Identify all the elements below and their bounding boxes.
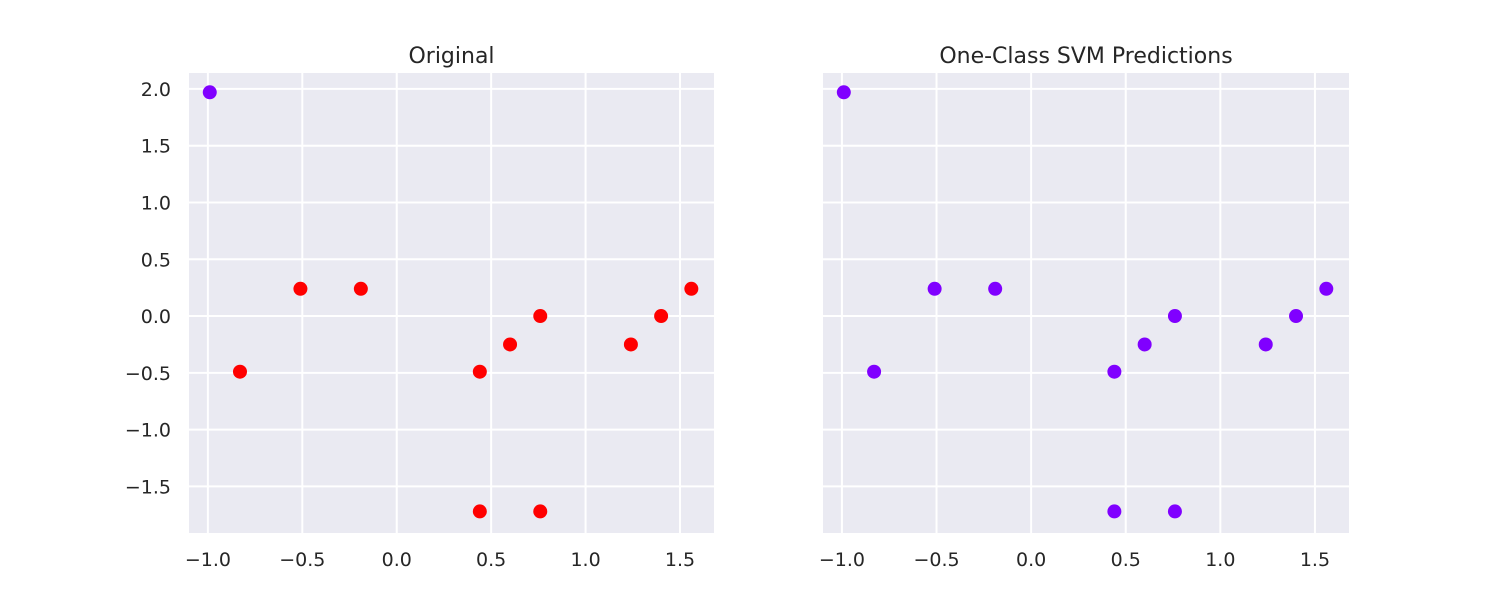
svm-point-6 [1137,337,1152,352]
original-y-tick-label: −0.5 [125,363,171,385]
original-y-tick-label: 2.0 [141,79,171,101]
original-x-tick-label: 0.0 [382,549,412,571]
svm-point-11 [1319,281,1334,296]
original-chart-title: Original [408,44,494,69]
original-y-tick-label: 1.5 [141,136,171,158]
original-grid [189,73,714,533]
svm-x-tick-label: −1.0 [819,549,865,571]
svm-predictions-scatter-panel: −1.0 −0.5 0.0 0.5 1.0 1.5 One-Class SVM Predi… [819,44,1349,571]
original-points [202,85,699,519]
svm-point-4 [1107,364,1122,379]
original-x-tick-label: −1.0 [185,549,231,571]
original-point-10 [654,309,669,324]
svm-point-10 [1289,309,1304,324]
svm-plot-area [823,73,1349,533]
original-point-4 [472,364,487,379]
svm-point-8 [1167,504,1182,519]
svm-point-0 [836,85,851,100]
original-y-tick-label: 1.0 [141,192,171,214]
original-point-0 [202,85,217,100]
svm-x-tick-label: 0.0 [1016,549,1046,571]
svm-point-3 [988,281,1003,296]
original-point-5 [472,504,487,519]
original-x-axis: −1.0 −0.5 0.0 0.5 1.0 1.5 [185,549,695,571]
original-x-tick-label: −0.5 [279,549,325,571]
svm-grid [823,73,1349,533]
original-point-9 [623,337,638,352]
original-y-tick-label: −1.0 [125,420,171,442]
svm-point-2 [927,281,942,296]
svm-point-1 [867,364,882,379]
svm-point-9 [1258,337,1273,352]
svm-x-tick-label: 1.5 [1300,549,1330,571]
svm-x-tick-label: 0.5 [1111,549,1141,571]
original-y-tick-label: −1.5 [125,476,171,498]
svm-points [836,85,1334,519]
original-plot-area [189,73,714,533]
original-point-2 [293,281,308,296]
original-point-8 [533,504,548,519]
original-point-3 [353,281,368,296]
svm-x-tick-label: −0.5 [913,549,959,571]
original-y-tick-label: 0.0 [141,306,171,328]
original-y-axis: −1.5 −1.0 −0.5 0.0 0.5 1.0 1.5 2.0 [125,79,171,499]
original-point-1 [232,364,247,379]
original-x-tick-label: 1.0 [570,549,600,571]
original-point-7 [533,309,548,324]
original-point-11 [684,281,699,296]
svm-x-axis: −1.0 −0.5 0.0 0.5 1.0 1.5 [819,549,1330,571]
svm-point-5 [1107,504,1122,519]
original-point-6 [503,337,518,352]
original-x-tick-label: 1.5 [665,549,695,571]
original-x-tick-label: 0.5 [476,549,506,571]
original-y-tick-label: 0.5 [141,249,171,271]
svm-point-7 [1167,309,1182,324]
svm-x-tick-label: 1.0 [1205,549,1235,571]
svm-chart-title: One-Class SVM Predictions [939,44,1232,69]
original-scatter-panel: −1.5 −1.0 −0.5 0.0 0.5 1.0 1.5 2.0 −1.0 −0.5 0.0 0… [125,44,714,571]
